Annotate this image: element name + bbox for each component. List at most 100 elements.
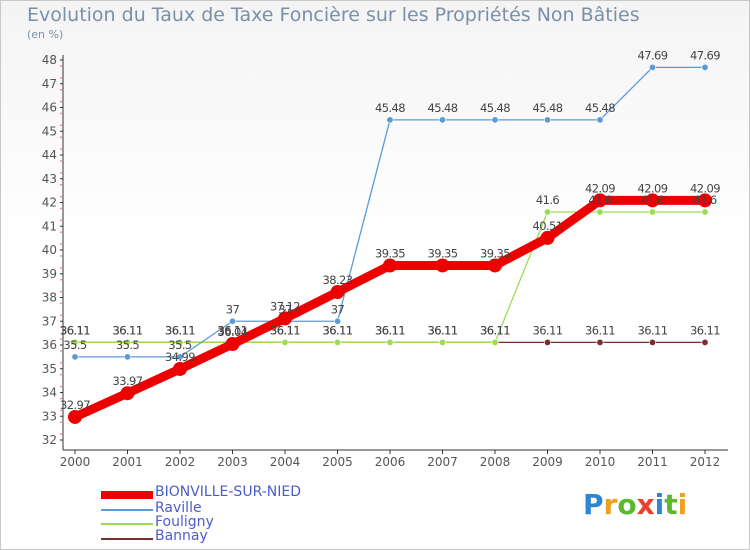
x-tick-label: 2012 [690,455,721,469]
y-minor-dot [60,195,62,198]
data-label-bannay: 36.11 [428,323,458,337]
data-point-raville [438,116,446,124]
y-minor-dot [60,207,62,210]
data-label-raville: 37 [331,302,345,316]
data-point-bannay [596,338,604,346]
data-label-raville: 37 [226,302,240,316]
y-minor-dot [60,255,62,257]
data-point-bionville-sur-nied [593,193,607,208]
y-tick-label: 32 [42,433,57,447]
y-minor-dot [60,278,62,281]
data-label-bannay: 36.11 [375,323,405,337]
data-point-fouligny [438,338,446,346]
data-label-fouligny: 36.11 [60,323,90,337]
y-tick-label: 47 [42,77,57,91]
y-minor-dot [60,314,62,317]
data-label-bannay: 36.11 [638,323,668,337]
data-point-raville [596,116,604,124]
data-label-raville: 35.5 [116,338,139,352]
data-point-fouligny [648,208,656,216]
data-point-raville [333,317,341,325]
data-label-fouligny: 36.11 [270,323,300,337]
data-label-bionville-sur-nied: 37.12 [270,299,300,313]
data-label-bannay: 36.11 [60,323,90,337]
data-label-fouligny: 41.6 [536,193,559,207]
data-label-bannay: 36.11 [323,323,353,337]
legend-label-raville: Raville [155,500,202,516]
x-tick-label: 2000 [60,455,91,469]
chart-title: Evolution du Taux de Taxe Foncière sur l… [27,4,640,26]
data-label-fouligny: 41.6 [641,193,664,207]
y-minor-dot [60,124,62,127]
y-tick-label: 46 [42,101,57,115]
y-minor-dot [60,77,62,79]
data-point-raville [71,353,79,361]
data-label-bionville-sur-nied: 39.35 [375,246,405,260]
y-minor-dot [60,433,62,435]
legend-swatch-bannay [101,538,153,540]
y-minor-dot [60,385,62,388]
data-label-fouligny: 36.11 [428,323,458,337]
legend-label-fouligny: Fouligny [155,514,214,530]
y-tick-label: 45 [42,124,57,138]
y-minor-dot [60,231,62,233]
data-label-bannay: 36.11 [533,323,563,337]
series-line-bionville-sur-nied [70,195,710,422]
data-point-raville [229,317,237,325]
data-point-bionville-sur-nied [225,337,240,352]
y-minor-dot [60,397,62,400]
x-tick-label: 2002 [165,455,196,469]
y-minor-dot [60,136,62,138]
data-point-fouligny [543,208,551,216]
y-tick-label: 44 [42,148,57,162]
y-minor-dot [60,148,62,150]
data-point-fouligny [71,338,79,346]
data-label-bionville-sur-nied: 34.99 [165,350,195,364]
y-minor-dot [60,65,62,67]
data-label-raville: 45.48 [480,101,510,115]
proxiti-logo: Proxiti [583,488,687,521]
data-label-raville: 45.48 [533,101,563,115]
data-label-bionville-sur-nied: 36.04 [218,325,248,339]
y-minor-dot [60,409,62,412]
x-tick-label: 2011 [637,455,668,469]
data-label-raville: 47.69 [638,48,668,62]
data-label-bionville-sur-nied: 33.97 [113,374,143,388]
data-label-bannay: 36.11 [270,323,300,337]
logo-letter: r [603,488,618,521]
y-minor-dot [60,350,62,352]
y-tick-label: 33 [42,409,57,423]
data-label-fouligny: 36.11 [375,323,405,337]
logo-letter: x [636,488,655,521]
data-label-raville: 35.5 [168,338,191,352]
data-point-bionville-sur-nied [278,311,292,326]
data-point-fouligny [596,208,604,216]
data-label-bannay: 36.11 [690,323,720,337]
y-minor-dot [60,326,62,328]
y-tick-label: 42 [42,196,57,210]
logo-letter: i [677,488,688,521]
y-minor-dot [60,243,62,245]
data-point-fouligny [386,338,394,346]
data-point-bionville-sur-nied [488,258,502,273]
y-tick-label: 48 [42,53,57,67]
data-label-bionville-sur-nied: 39.35 [428,246,458,260]
data-label-raville: 45.48 [428,101,458,115]
x-tick-label: 2003 [217,455,248,469]
legend-swatch-fouligny [101,523,153,525]
data-label-bannay: 36.11 [165,323,195,337]
legend-swatch-bionville [101,491,153,499]
data-point-raville [491,116,499,124]
logo-letter: o [617,488,637,521]
x-tick-label: 2005 [322,455,353,469]
y-minor-dot [60,100,62,103]
data-label-bionville-sur-nied: 42.09 [690,181,720,195]
data-point-bannay [701,338,709,346]
y-minor-dot [60,373,62,376]
y-minor-dot [60,160,62,162]
data-point-raville [176,353,184,361]
data-point-fouligny [701,208,709,216]
data-point-bionville-sur-nied [383,258,397,273]
data-label-raville: 47.69 [690,48,720,62]
